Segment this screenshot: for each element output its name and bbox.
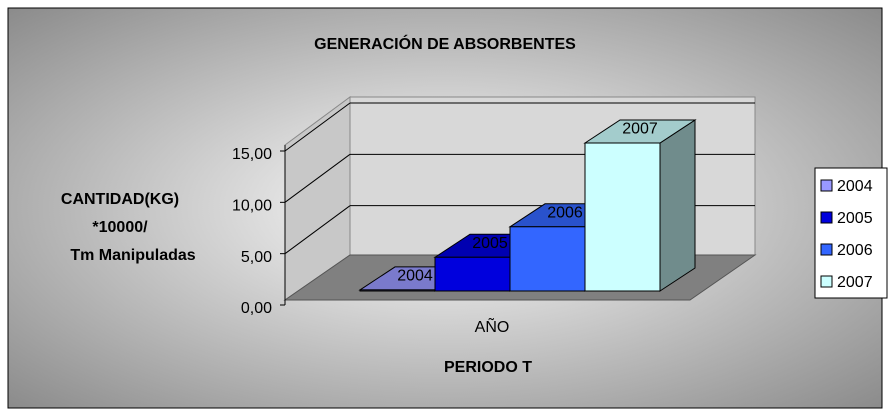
y-tick-label: 15,00 (232, 146, 272, 163)
y-label: Tm Manipuladas (70, 247, 195, 264)
bar-side (659, 119, 696, 292)
legend-swatch (820, 243, 833, 256)
legend-label: 2007 (837, 274, 873, 291)
y-tick-label: 10,00 (232, 198, 272, 215)
bar (434, 256, 511, 292)
legend-swatch (820, 179, 833, 192)
grid-line (284, 153, 351, 203)
y-tick-label: 0,00 (241, 300, 272, 317)
grid-line (284, 102, 351, 152)
bar (584, 142, 661, 292)
bar (509, 226, 586, 292)
data-label: 2007 (622, 121, 658, 138)
legend-swatch (820, 275, 833, 288)
data-label: 2004 (397, 268, 433, 285)
legend-label: 2004 (837, 178, 873, 195)
x-label: PERIODO T (444, 359, 532, 376)
chart-title: GENERACIÓN DE ABSORBENTES (314, 34, 576, 53)
legend-label: 2006 (837, 242, 873, 259)
legend-label: 2005 (837, 210, 873, 227)
y-label: *10000/ (92, 219, 148, 236)
y-label: CANTIDAD(KG) (61, 191, 179, 208)
x-tick-label: AÑO (475, 316, 510, 336)
legend-swatch (820, 211, 833, 224)
data-label: 2005 (472, 235, 508, 252)
y-tick-label: 5,00 (241, 249, 272, 266)
grid-line (284, 205, 351, 255)
bar (359, 289, 436, 292)
data-label: 2006 (547, 205, 583, 222)
